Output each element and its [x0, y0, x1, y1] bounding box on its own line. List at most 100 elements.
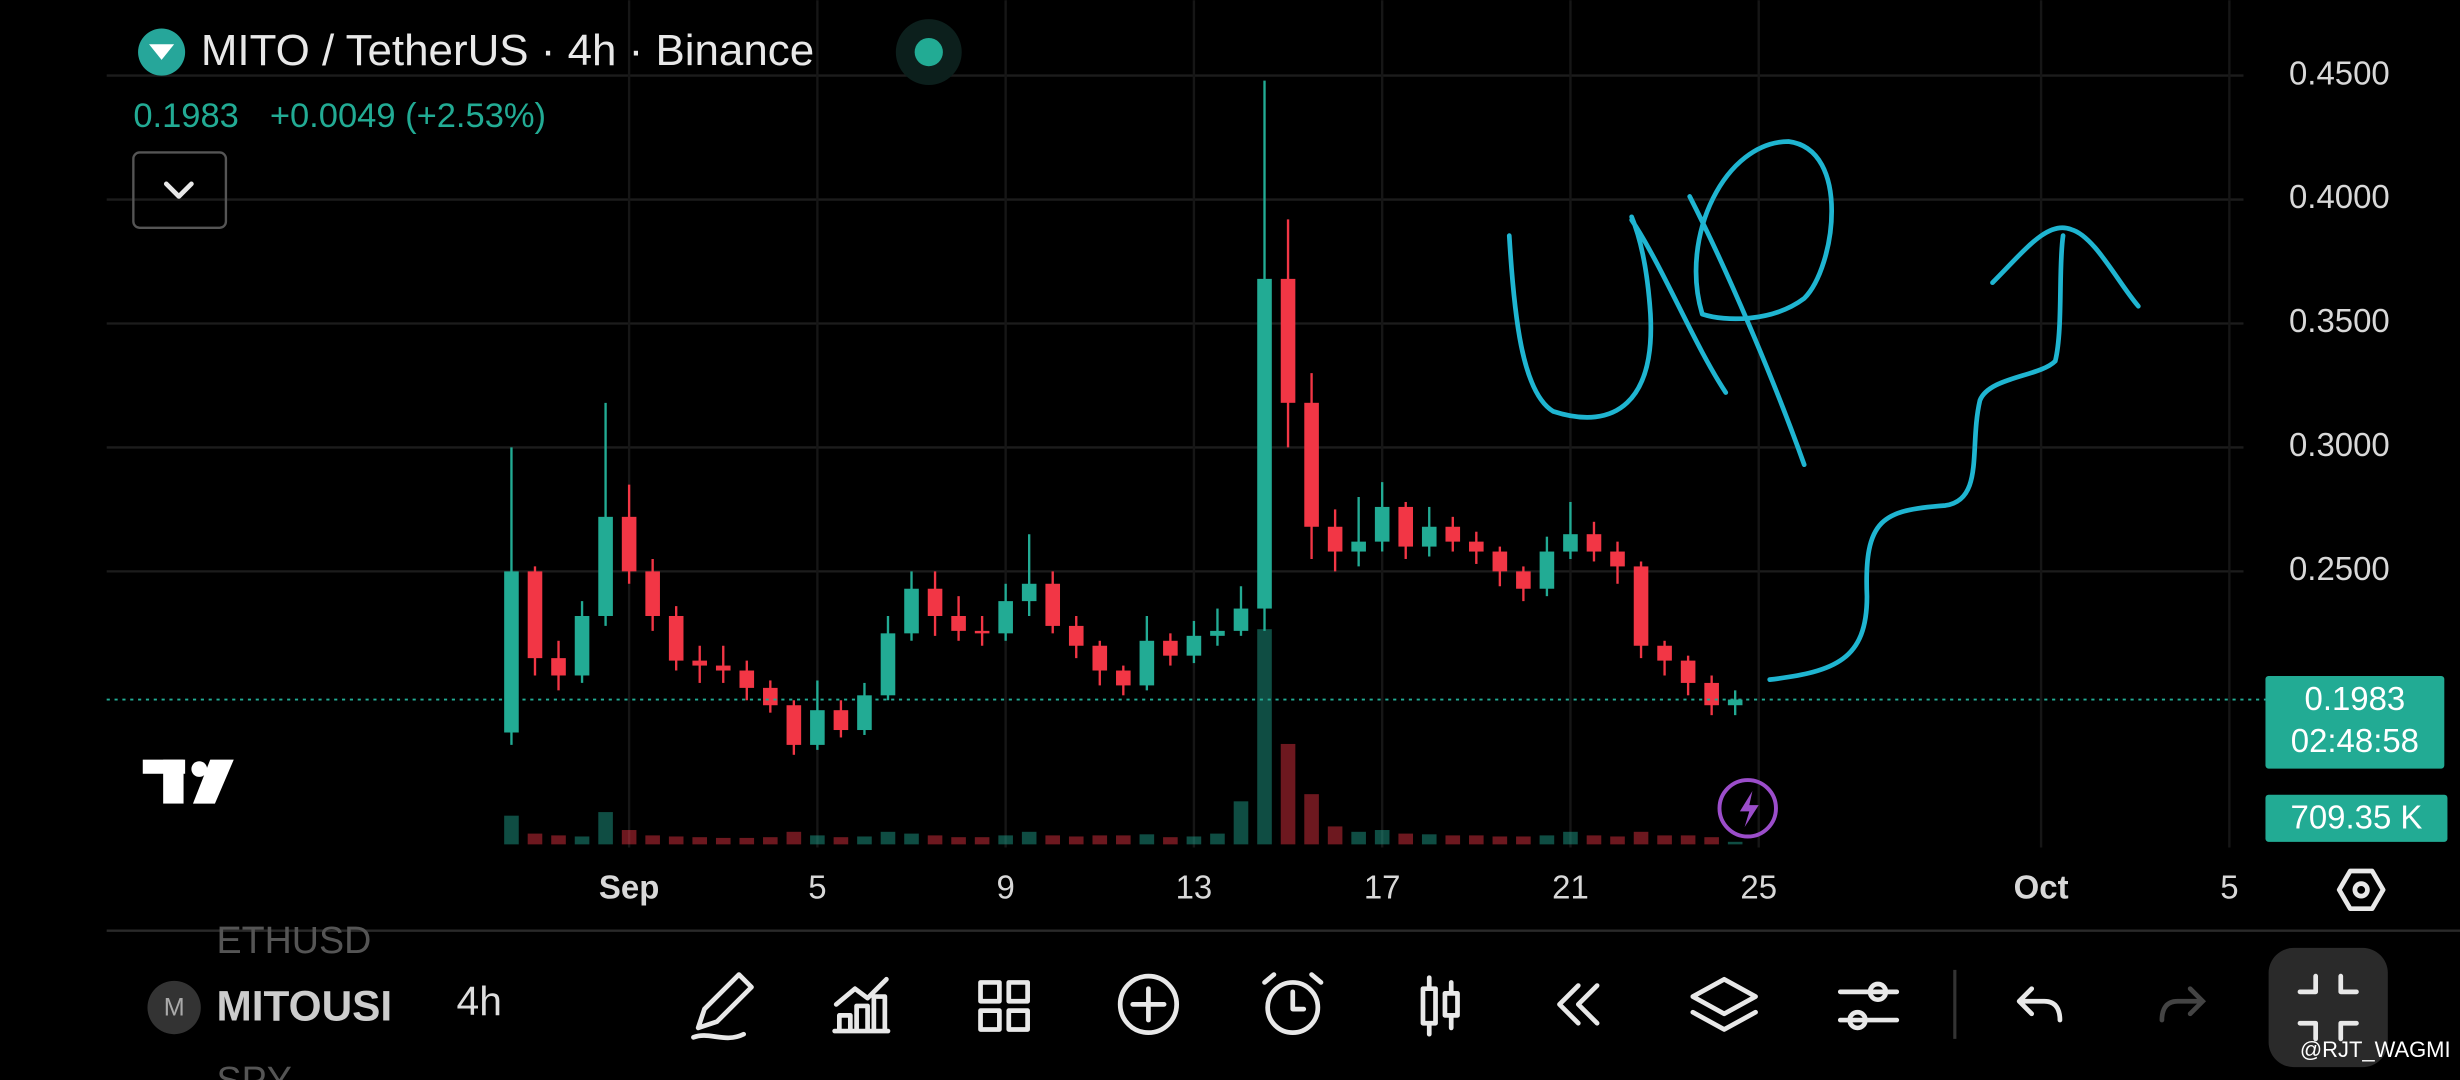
volume-bar: [927, 835, 943, 845]
volume-bar: [504, 815, 519, 845]
x-tick-label: 13: [1176, 869, 1213, 906]
draw-tool[interactable]: [691, 972, 754, 1041]
candle-body: [1280, 278, 1296, 403]
candle-body: [1633, 566, 1649, 646]
replay[interactable]: [1557, 983, 1600, 1026]
symbol-list-item[interactable]: SPY: [217, 1059, 292, 1080]
volume-bar: [1398, 833, 1414, 845]
candle-body: [739, 670, 755, 688]
candle-body: [1092, 645, 1108, 671]
candle-body: [1374, 506, 1390, 542]
drawn-arrow: [1767, 225, 2141, 682]
lightning-button[interactable]: [1717, 778, 1778, 839]
volume-bar: [1516, 836, 1531, 845]
candle-body: [1116, 670, 1131, 686]
y-tick-label: 0.4500: [2289, 54, 2390, 91]
volume-bar: [880, 831, 896, 845]
candle-body: [1139, 640, 1155, 686]
y-tick-label: 0.4000: [2289, 178, 2390, 215]
volume-bar: [1045, 835, 1061, 845]
symbol-list-item[interactable]: MITOUSI: [217, 982, 393, 1029]
candle-body: [1610, 551, 1625, 567]
volume-bar: [1210, 833, 1225, 845]
redo-icon: [2159, 986, 2207, 1023]
volume-bar: [1727, 841, 1743, 845]
candle-body: [1727, 699, 1743, 706]
grid-icon: [978, 980, 1030, 1032]
indicators[interactable]: [832, 976, 891, 1034]
layouts[interactable]: [978, 980, 1030, 1032]
volume-bar: [763, 837, 778, 845]
scale-settings[interactable]: [2336, 868, 2386, 912]
add-ring: [1117, 973, 1180, 1035]
toolbar: [691, 947, 2388, 1068]
pencil-icon: [691, 972, 754, 1041]
undo-icon: [2016, 986, 2063, 1023]
candle-body: [1351, 541, 1366, 552]
undo[interactable]: [2016, 986, 2063, 1023]
candle-body: [927, 588, 943, 616]
tv-logo: [142, 759, 234, 804]
settings[interactable]: [1837, 981, 1900, 1031]
price-change: +0.0049 (+2.53%): [270, 97, 546, 135]
candle-body: [880, 633, 896, 696]
volume-bar: [833, 837, 849, 845]
candle-body: [1539, 551, 1555, 589]
volume-bar: [1421, 834, 1437, 845]
volume-bar: [1469, 835, 1484, 845]
price-tag-countdown: 02:48:58: [2291, 722, 2419, 759]
volume-bar: [739, 837, 755, 845]
symbol-header[interactable]: MITO / TetherUS · 4h · Binance: [138, 19, 962, 86]
interval-button[interactable]: 4h: [457, 978, 502, 1024]
candle-body: [1210, 630, 1225, 636]
last-price: 0.1983: [133, 97, 239, 135]
add[interactable]: [1117, 973, 1180, 1035]
candle-body: [621, 516, 637, 572]
volume-bar: [857, 836, 872, 845]
candle-body: [551, 658, 566, 676]
chevron: [163, 181, 194, 199]
candle-body: [1186, 635, 1202, 656]
object-tree[interactable]: [1690, 976, 1758, 1032]
y-tick-label: 0.3500: [2289, 302, 2390, 339]
fullscreen[interactable]: [2268, 947, 2388, 1068]
collapse-button[interactable]: [132, 151, 228, 229]
candle-body: [857, 695, 872, 731]
rewind-icon: [1557, 983, 1600, 1026]
x-tick-label: 5: [808, 869, 826, 906]
volume-bar: [1680, 835, 1696, 845]
chart-type[interactable]: [1420, 975, 1460, 1037]
volume-bar: [1186, 836, 1202, 845]
volume-bar: [692, 837, 708, 845]
layers-icon: [1690, 976, 1758, 1032]
logo-part: [191, 761, 208, 777]
volume-bar: [786, 831, 802, 845]
candle-body: [763, 687, 778, 706]
hand-drawing: [1506, 139, 2141, 682]
volume-bar: [974, 837, 990, 845]
volume-bar: [1092, 835, 1108, 845]
symbol-initial: M: [164, 994, 185, 1022]
volume-bar: [1021, 831, 1037, 845]
hexagon-dot: [2352, 881, 2370, 899]
y-tick-label: 0.3000: [2289, 426, 2390, 463]
candle-body: [1233, 608, 1249, 631]
clock-ring: [1265, 980, 1321, 1035]
x-tick-label: 9: [996, 869, 1014, 906]
status-dot: [914, 37, 943, 67]
candle-body: [998, 601, 1013, 634]
price-tag-value: 0.1983: [2305, 680, 2406, 717]
symbol-list-item[interactable]: ETHUSD: [217, 919, 372, 961]
candle-body: [1398, 506, 1414, 547]
volume-bar: [1610, 836, 1625, 845]
alert[interactable]: [1262, 972, 1324, 1035]
candle-body: [574, 615, 590, 676]
add-cross: [1130, 986, 1167, 1023]
volume-bar: [1704, 837, 1719, 845]
volume-tag-value: 709.35 K: [2291, 799, 2423, 836]
candle-body: [833, 710, 849, 731]
fullscreen-bg: [2268, 947, 2388, 1068]
redo[interactable]: [2159, 986, 2207, 1023]
